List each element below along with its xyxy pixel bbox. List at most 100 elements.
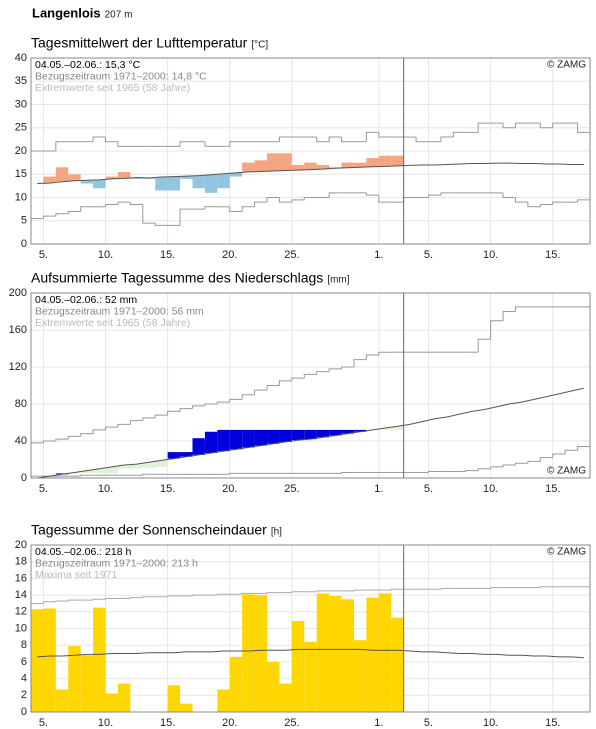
- extreme-line: [191, 405, 205, 409]
- y-tick-label: 120: [9, 361, 27, 373]
- anomaly-bar: [341, 429, 354, 434]
- extreme-line: [266, 385, 280, 391]
- extreme-line: [42, 215, 56, 219]
- x-tick-label: 15.: [160, 249, 175, 261]
- extreme-line: [514, 462, 528, 466]
- extreme-line: [142, 473, 156, 476]
- x-tick-label: 25.: [284, 249, 299, 261]
- y-tick-label: 20: [15, 145, 27, 157]
- x-tick-label: 25.: [284, 717, 299, 729]
- anomaly-bar: [80, 180, 94, 184]
- extreme-line: [440, 192, 454, 196]
- y-tick-label: 10: [15, 191, 27, 203]
- extreme-line: [92, 598, 106, 601]
- anomaly-bar: [378, 155, 392, 167]
- y-tick-label: 12: [15, 606, 27, 618]
- extreme-line: [117, 423, 131, 428]
- info-note: Bezugszeitraum 1971–2000: 14,8 °C: [35, 70, 207, 82]
- extreme-line: [477, 338, 491, 353]
- extreme-line: [105, 426, 118, 430]
- y-tick-label: 0: [21, 238, 27, 250]
- bar: [366, 597, 379, 712]
- anomaly-bar: [391, 155, 404, 166]
- extreme-line: [378, 351, 392, 355]
- extreme-line: [527, 460, 541, 464]
- extreme-line: [365, 354, 379, 360]
- copyright: © ZAMG: [547, 466, 586, 477]
- mean-line: [37, 162, 584, 185]
- anomaly-bar: [353, 429, 367, 432]
- bar: [68, 646, 81, 712]
- x-tick-label: 25.: [284, 483, 299, 495]
- extreme-line: [142, 417, 156, 421]
- mean-line: [37, 387, 584, 479]
- y-tick-label: 30: [15, 98, 27, 110]
- x-tick-label: 20.: [222, 483, 237, 495]
- anomaly-bar: [167, 452, 181, 459]
- extreme-line: [353, 359, 367, 367]
- x-tick-label: 1.: [374, 483, 383, 495]
- bar: [242, 594, 255, 712]
- anomaly-bar: [180, 176, 193, 179]
- anomaly-bar: [93, 468, 106, 474]
- extreme-line: [378, 132, 392, 138]
- extreme-line: [266, 197, 280, 203]
- x-tick-label: 15.: [160, 483, 175, 495]
- bar: [167, 685, 181, 712]
- y-tick-label: 10: [15, 622, 27, 634]
- bar: [31, 609, 44, 712]
- bar: [316, 593, 330, 712]
- x-tick-label: 10.: [483, 717, 498, 729]
- extreme-line: [229, 398, 243, 403]
- extreme-line: [129, 420, 143, 425]
- x-tick-label: 5.: [424, 249, 433, 261]
- anomaly-bar: [291, 164, 305, 171]
- extreme-line: [502, 123, 516, 129]
- y-tick-label: 0: [21, 706, 27, 718]
- anomaly-bar: [304, 162, 317, 170]
- panel-unit: [h]: [271, 527, 282, 538]
- extreme-line: [365, 131, 379, 142]
- anomaly-bar: [155, 460, 168, 467]
- anomaly-bar: [279, 429, 292, 442]
- extreme-line: [303, 197, 317, 200]
- extreme-line: [316, 590, 330, 592]
- anomaly-bar: [391, 426, 404, 430]
- extreme-line: [42, 601, 56, 604]
- plot-frame: [30, 292, 591, 479]
- anomaly-bar: [267, 429, 280, 444]
- extreme-line: [328, 136, 342, 142]
- anomaly-bar: [279, 153, 292, 171]
- extreme-line: [353, 589, 367, 591]
- extreme-line: [291, 199, 305, 203]
- anomaly-bar: [180, 452, 193, 457]
- anomaly-bar: [130, 177, 143, 179]
- y-tick-label: 2: [21, 689, 27, 701]
- y-tick-label: 16: [15, 572, 27, 584]
- x-tick-label: 15.: [545, 483, 560, 495]
- extreme-line: [229, 141, 243, 147]
- x-tick-label: 5.: [39, 249, 48, 261]
- extreme-line: [552, 122, 566, 128]
- extreme-line: [55, 438, 69, 441]
- extreme-line: [428, 471, 441, 473]
- extreme-line: [229, 206, 243, 212]
- extreme-line: [117, 201, 131, 205]
- info-note: 04.05.–02.06.: 52 mm: [35, 294, 137, 306]
- anomaly-bar: [329, 429, 342, 436]
- anomaly-bar: [142, 462, 156, 468]
- extreme-line: [577, 199, 590, 203]
- plot-frame: [30, 57, 591, 245]
- anomaly-bar: [254, 429, 268, 446]
- anomaly-bar: [304, 429, 317, 440]
- y-tick-label: 4: [21, 673, 27, 685]
- info-note: Maxima seit 1971: [35, 569, 117, 581]
- extreme-line: [316, 371, 330, 375]
- bar: [117, 683, 131, 712]
- extreme-line: [378, 195, 392, 203]
- anomaly-bar: [117, 465, 131, 469]
- anomaly-bar: [316, 164, 330, 170]
- anomaly-bar: [43, 176, 56, 184]
- anomaly-bar: [267, 153, 280, 171]
